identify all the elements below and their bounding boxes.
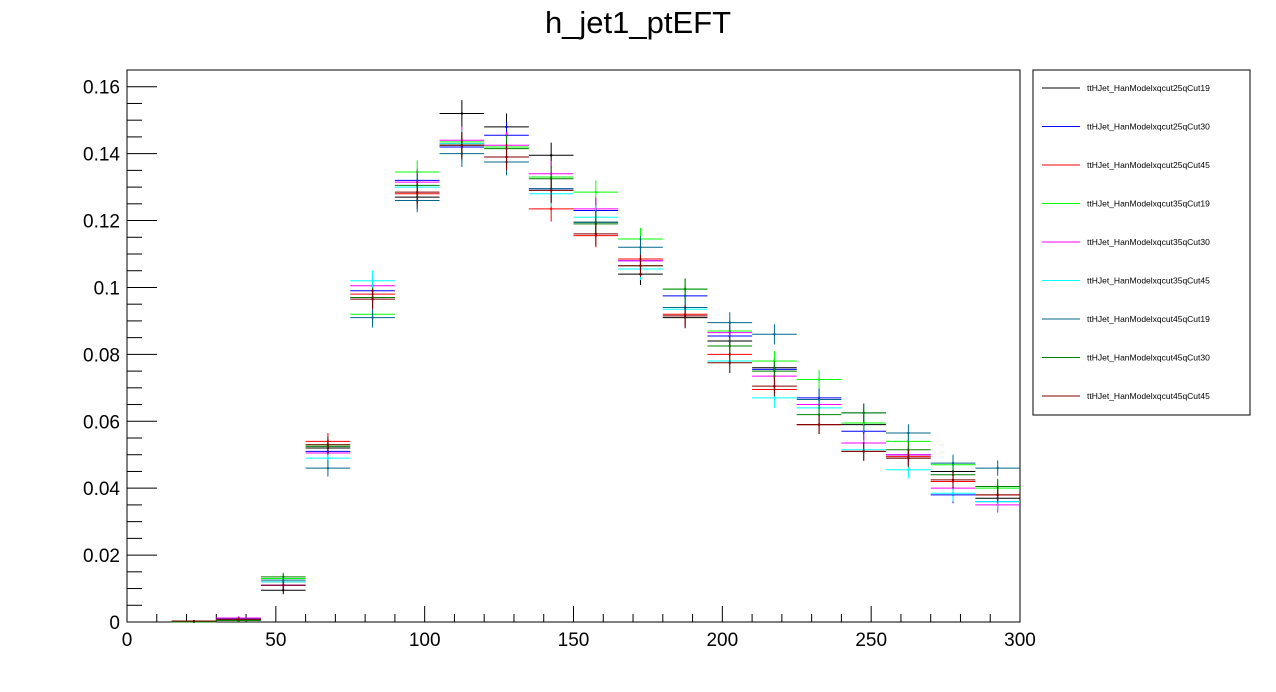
data-point: [773, 385, 776, 388]
y-tick-label: 0.02: [83, 546, 120, 567]
data-point: [907, 431, 910, 434]
data-point: [818, 378, 821, 381]
data-point: [192, 619, 195, 622]
data-point: [728, 361, 731, 364]
x-tick-label: 200: [706, 630, 738, 651]
data-point: [594, 191, 597, 194]
x-tick-label: 250: [855, 630, 887, 651]
data-marks: [171, 100, 1020, 623]
data-point: [237, 618, 240, 621]
legend-entry: ttHJet_HanModelxqcut25qCut30: [1087, 122, 1210, 132]
data-point: [952, 462, 955, 465]
x-tick-label: 100: [409, 630, 441, 651]
series-ttHJet_HanModelxqcut35qCut30: [171, 126, 1020, 623]
data-point: [907, 468, 910, 471]
data-point: [371, 298, 374, 301]
data-point: [818, 413, 821, 416]
y-axis: 0 0.02 0.04 0.06 0.08 0.1 0.12 0.14 0.16: [83, 78, 157, 634]
legend-entry: ttHJet_HanModelxqcut35qCut30: [1087, 237, 1210, 247]
data-point: [639, 246, 642, 249]
legend-entry: ttHJet_HanModelxqcut45qCut30: [1087, 353, 1210, 363]
data-point: [684, 314, 687, 317]
data-point: [684, 288, 687, 291]
chart-title: h_jet1_ptEFT: [545, 5, 731, 40]
legend: ttHJet_HanModelxqcut25qCut19 ttHJet_HanMo…: [1032, 69, 1251, 416]
legend-entry: ttHJet_HanModelxqcut35qCut19: [1087, 199, 1210, 209]
data-point: [594, 232, 597, 235]
x-axis: 0 50 100 150 200 250 300: [122, 606, 1036, 651]
data-point: [862, 450, 865, 453]
y-tick-label: 0.14: [83, 145, 120, 166]
data-point: [996, 467, 999, 470]
data-point: [550, 207, 553, 210]
data-point: [326, 443, 329, 446]
data-point: [952, 492, 955, 495]
data-point: [326, 457, 329, 460]
data-point: [728, 345, 731, 347]
data-point: [371, 279, 374, 282]
y-tick-label: 0.04: [83, 479, 120, 500]
data-point: [282, 584, 285, 587]
plot-frame: [126, 69, 1021, 623]
legend-entry: ttHJet_HanModelxqcut35qCut45: [1087, 276, 1210, 286]
data-point: [416, 191, 419, 194]
data-point: [773, 396, 776, 399]
series-ttHJet_HanModelxqcut25qCut19: [171, 100, 1020, 623]
data-point: [282, 589, 285, 592]
data-point: [907, 457, 910, 460]
y-tick-label: 0.06: [83, 412, 120, 433]
data-point: [818, 398, 821, 401]
data-point: [326, 467, 329, 470]
legend-entry: ttHJet_HanModelxqcut45qCut19: [1087, 314, 1210, 324]
data-point: [460, 144, 463, 147]
x-tick-label: 50: [265, 630, 286, 651]
data-point: [550, 154, 553, 157]
x-tick-label: 150: [558, 630, 590, 651]
data-point: [773, 370, 776, 373]
y-tick-label: 0.16: [83, 78, 120, 99]
data-point: [996, 493, 999, 496]
y-tick-label: 0.08: [83, 345, 120, 366]
data-point: [818, 423, 821, 426]
data-point: [862, 421, 865, 424]
data-point: [371, 316, 374, 319]
legend-entry: ttHJet_HanModelxqcut45qCut45: [1087, 391, 1210, 401]
y-tick-label: 0.1: [94, 278, 120, 299]
legend-entry: ttHJet_HanModelxqcut25qCut19: [1087, 83, 1210, 93]
x-tick-label: 0: [122, 630, 133, 651]
data-point: [460, 112, 463, 115]
legend-entry: ttHJet_HanModelxqcut25qCut45: [1087, 160, 1210, 170]
x-tick-label: 300: [1004, 630, 1036, 651]
data-point: [505, 155, 508, 158]
data-point: [639, 264, 642, 267]
y-tick-label: 0.12: [83, 212, 120, 233]
data-point: [996, 485, 999, 488]
data-point: [728, 321, 731, 324]
series-ttHJet_HanModelxqcut45qCut45: [171, 131, 1020, 622]
data-point: [862, 411, 865, 414]
data-point: [550, 189, 553, 192]
data-point: [773, 333, 776, 336]
data-point: [282, 575, 285, 578]
data-point: [192, 621, 195, 623]
data-point: [952, 478, 955, 481]
y-tick-label: 0: [109, 613, 120, 634]
